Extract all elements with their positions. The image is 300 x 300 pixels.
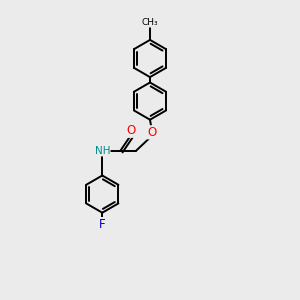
Text: NH: NH (94, 146, 110, 156)
Text: F: F (99, 218, 106, 231)
Text: O: O (147, 126, 156, 139)
Text: O: O (126, 124, 135, 137)
Text: CH₃: CH₃ (142, 18, 158, 27)
